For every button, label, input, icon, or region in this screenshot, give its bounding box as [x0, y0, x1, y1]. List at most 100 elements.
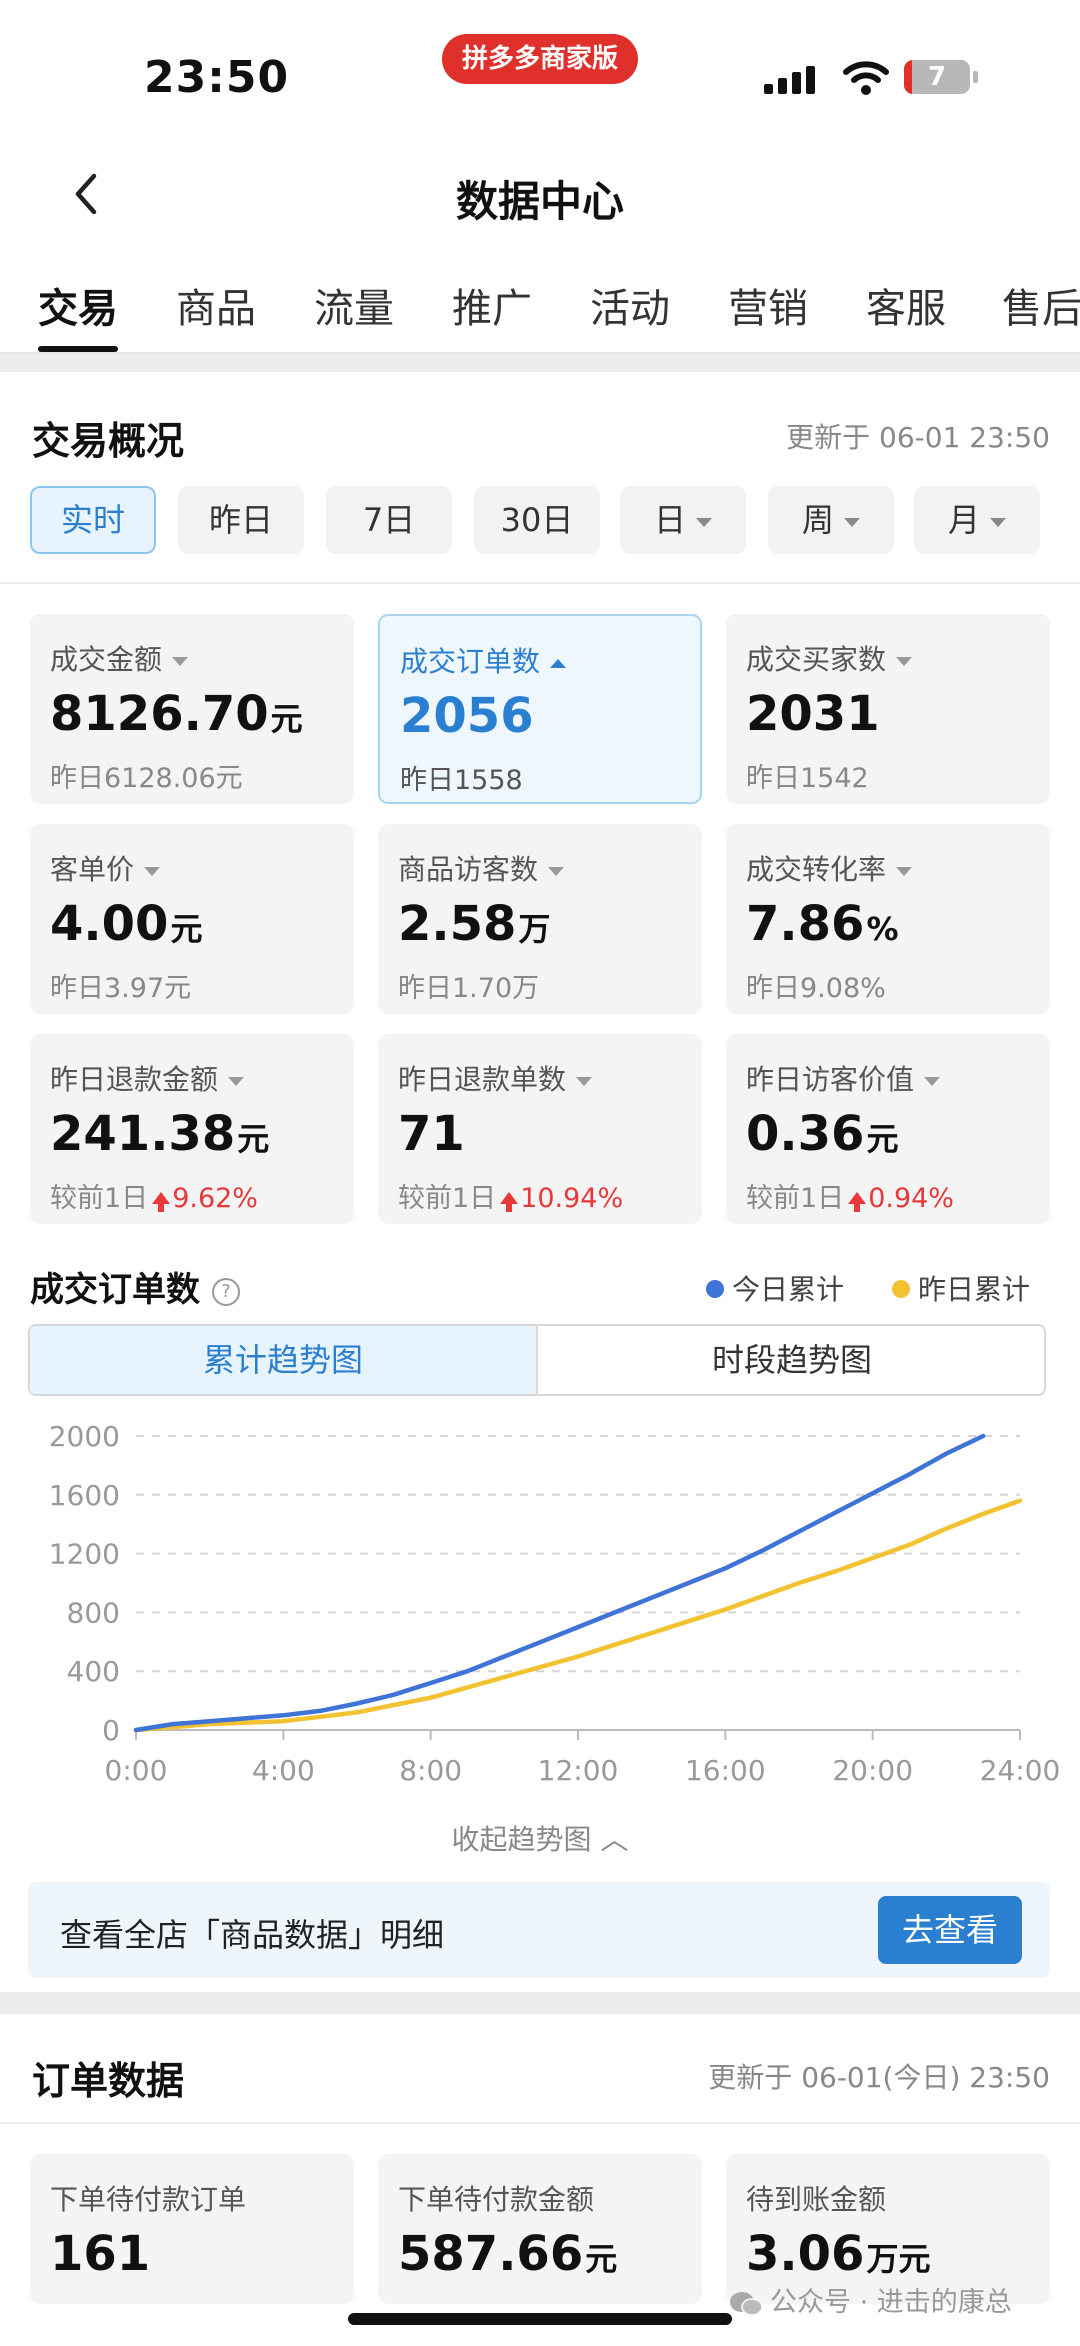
nav-bar: 数据中心 [0, 140, 1080, 250]
metric-value: 241.38元 [50, 1106, 270, 1162]
x-tick-label: 12:00 [538, 1754, 619, 1787]
period-day-label: 日 [653, 501, 686, 539]
period-week-select[interactable]: 周 [768, 486, 894, 554]
tab-goods[interactable]: 商品 [176, 286, 256, 332]
metric-value: 0.36元 [746, 1106, 899, 1162]
tab-activity[interactable]: 活动 [590, 286, 670, 332]
metric-value: 2056 [400, 688, 534, 744]
legend-yesterday: 昨日累计 [892, 1268, 1030, 1308]
y-tick-label: 0 [102, 1714, 120, 1747]
chart-mode-toggle: 累计趋势图 时段趋势图 [28, 1324, 1046, 1396]
metric-compare: 昨日6128.06元 [50, 763, 243, 794]
period-realtime[interactable]: 实时 [30, 486, 156, 554]
order-data-card: 订单数据 更新于 06-01(今日) 23:50 下单待付款订单 161 下单待… [0, 2014, 1080, 2346]
metric-compare: 较前1日 10.94% [398, 1183, 624, 1214]
metric-card-visitors[interactable]: 商品访客数 2.58万 昨日1.70万 [378, 824, 702, 1014]
orders-line-chart: 0 400 800 1200 1600 2000 0:00 4:00 8:00 12:00 16:0… [49, 1420, 1061, 1787]
metric-label: 客单价 [50, 848, 161, 888]
tab-trade[interactable]: 交易 [38, 286, 118, 332]
wechat-icon [730, 2291, 763, 2316]
period-week-label: 周 [801, 501, 834, 539]
yesterday-cumulative-line [133, 1498, 1023, 1733]
metric-card-refund-orders[interactable]: 昨日退款单数 71 较前1日 10.94% [378, 1034, 702, 1224]
x-tick-label: 4:00 [252, 1754, 315, 1787]
metric-card-incoming-amount[interactable]: 待到账金额 3.06万元 [726, 2154, 1050, 2304]
chevron-up-icon: ︿ [600, 1823, 629, 1856]
tab-customer-service[interactable]: 客服 [866, 286, 946, 332]
chevron-down-icon [924, 1076, 941, 1086]
active-tab-indicator [38, 346, 118, 352]
metric-compare: 昨日3.97元 [50, 973, 192, 1004]
period-month-select[interactable]: 月 [914, 486, 1040, 554]
period-day-select[interactable]: 日 [620, 486, 746, 554]
back-arrow-icon[interactable] [58, 164, 118, 224]
metric-value: 2031 [746, 686, 880, 742]
y-tick-label: 1200 [49, 1538, 120, 1571]
metric-label: 下单待付款订单 [50, 2183, 247, 2216]
metric-card-conversion[interactable]: 成交转化率 7.86% 昨日9.08% [726, 824, 1050, 1014]
help-icon[interactable]: ? [212, 1277, 240, 1306]
view-button[interactable]: 去查看 [878, 1896, 1022, 1964]
metric-card-pending-orders[interactable]: 下单待付款订单 161 [30, 2154, 354, 2304]
x-tick-label: 24:00 [980, 1754, 1061, 1787]
tab-traffic[interactable]: 流量 [314, 286, 394, 332]
tab-marketing[interactable]: 营销 [728, 286, 808, 332]
metric-card-avg-price[interactable]: 客单价 4.00元 昨日3.97元 [30, 824, 354, 1014]
metric-label: 昨日访客价值 [746, 1058, 941, 1098]
metric-compare: 较前1日 0.94% [746, 1183, 954, 1214]
period-month-label: 月 [947, 501, 980, 539]
collapse-chart-link[interactable]: 收起趋势图 ︿ [451, 1823, 629, 1856]
chevron-down-icon [844, 517, 860, 527]
metric-label: 待到账金额 [746, 2183, 887, 2216]
updated-time: 更新于 06-01(今日) 23:50 [708, 2061, 1050, 2094]
x-tick-label: 0:00 [105, 1754, 168, 1787]
metric-compare: 昨日1.70万 [398, 973, 540, 1004]
metric-label: 成交订单数 [400, 640, 567, 680]
metric-card-pending-amount[interactable]: 下单待付款金额 587.66元 [378, 2154, 702, 2304]
arrow-up-icon [500, 1191, 519, 1212]
home-indicator [348, 2313, 732, 2325]
hourly-trend-tab[interactable]: 时段趋势图 [711, 1341, 872, 1379]
metric-value: 2.58万 [398, 896, 551, 952]
status-bar: 23:50 拼多多商家版 7 [0, 0, 1080, 140]
metric-card-gmv[interactable]: 成交金额 8126.70元 昨日6128.06元 [30, 614, 354, 804]
arrow-up-icon [848, 1191, 867, 1212]
section-title: 交易概况 [32, 419, 185, 463]
y-tick-label: 1600 [49, 1479, 120, 1512]
metric-card-visitor-value[interactable]: 昨日访客价值 0.36元 较前1日 0.94% [726, 1034, 1050, 1224]
battery-level: 7 [927, 62, 947, 92]
x-tick-label: 20:00 [832, 1754, 913, 1787]
metric-compare: 昨日1542 [746, 763, 869, 794]
period-30d[interactable]: 30日 [474, 486, 600, 554]
chevron-down-icon [144, 866, 161, 876]
metric-compare: 昨日1558 [400, 765, 523, 796]
metric-label: 成交转化率 [746, 848, 913, 888]
tab-after-sales[interactable]: 售后 [1002, 286, 1080, 332]
goods-data-banner: 查看全店「商品数据」明细 去查看 [28, 1882, 1050, 1978]
battery-tip [973, 71, 978, 83]
clock: 23:50 [144, 52, 290, 103]
metric-card-orders[interactable]: 成交订单数 2056 昨日1558 [378, 614, 702, 804]
metric-label: 成交金额 [50, 638, 189, 678]
metric-value: 161 [50, 2226, 151, 2282]
metric-value: 7.86% [746, 896, 899, 952]
period-7d[interactable]: 7日 [326, 486, 452, 554]
cumulative-trend-tab[interactable]: 累计趋势图 [30, 1326, 538, 1394]
battery-icon: 7 [904, 60, 970, 94]
period-yesterday[interactable]: 昨日 [178, 486, 304, 554]
page-title: 数据中心 [455, 177, 624, 226]
metric-value: 3.06万元 [746, 2226, 931, 2282]
x-tick-label: 16:00 [685, 1754, 766, 1787]
metric-card-refund-amount[interactable]: 昨日退款金额 241.38元 较前1日 9.62% [30, 1034, 354, 1224]
watermark: 公众号 · 进击的康总 [728, 2280, 1012, 2319]
metric-label: 成交买家数 [746, 638, 913, 678]
updated-time: 更新于 06-01 23:50 [786, 421, 1050, 454]
legend-dot [892, 1280, 910, 1298]
metric-card-buyers[interactable]: 成交买家数 2031 昨日1542 [726, 614, 1050, 804]
chevron-down-icon [896, 866, 913, 876]
divider [0, 582, 1080, 584]
metric-compare: 较前1日 9.62% [50, 1183, 258, 1214]
tab-promotion[interactable]: 推广 [452, 286, 532, 332]
metric-value: 71 [398, 1106, 465, 1162]
metric-value: 4.00元 [50, 896, 203, 952]
